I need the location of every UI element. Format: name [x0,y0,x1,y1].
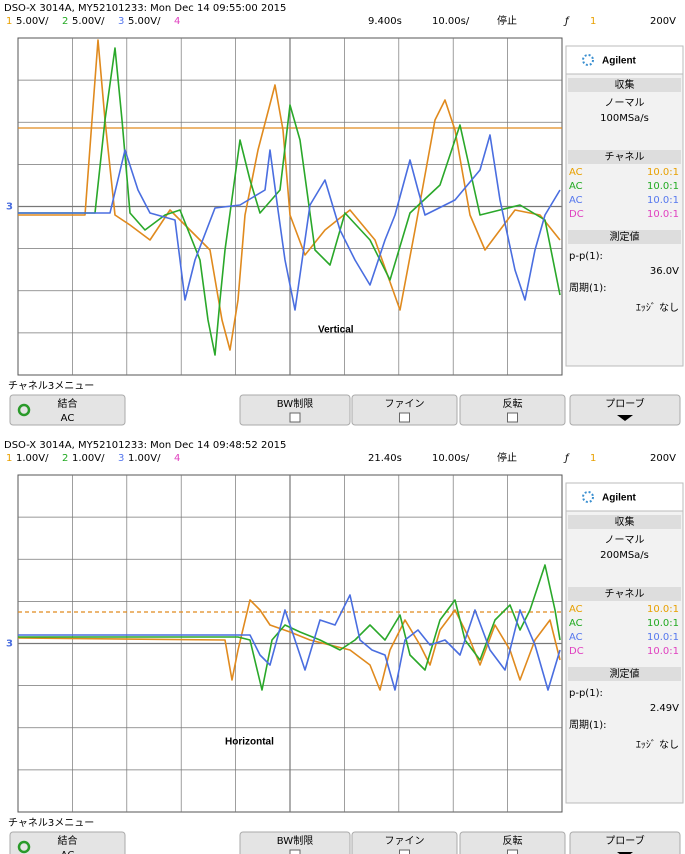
channel-probe: 10.0:1 [647,632,679,643]
softkey-checkbox[interactable] [508,413,518,422]
ground-marker: 3 [6,202,13,213]
channel-coupling: AC [569,167,583,178]
screen-title: DSO-X 3014A, MY52101233: Mon Dec 14 09:5… [4,3,286,14]
waveform-label: Horizontal [225,737,274,748]
channel-scale: 1.00V/ [72,453,105,464]
channel-probe: 10.0:1 [647,209,679,220]
channel-number: 2 [62,453,68,464]
channel-coupling: AC [569,195,583,206]
softkey-value[interactable]: AC [61,413,75,424]
channel-probe: 10.0:1 [647,181,679,192]
channel-coupling: AC [569,618,583,629]
trigger-level: 200V [650,16,676,27]
trigger-icon: ƒ [563,16,570,27]
side-panel [566,46,683,366]
trigger-icon: ƒ [563,453,570,464]
channel-coupling: DC [569,209,584,220]
measurement-value: 36.0V [650,266,679,277]
channel-probe: 10.0:1 [647,195,679,206]
timebase: 10.00s/ [432,453,470,464]
timebase: 10.00s/ [432,16,470,27]
channel-number: 4 [174,453,180,464]
oscilloscope-screen: DSO-X 3014A, MY52101233: Mon Dec 14 09:5… [4,3,683,425]
softkey-checkbox[interactable] [290,850,300,854]
delay: 21.40s [368,453,402,464]
softkey-label[interactable]: プローブ [605,834,644,847]
run-status: 停止 [497,451,517,464]
channel-scale: 5.00V/ [72,16,105,27]
channel-probe: 10.0:1 [647,618,679,629]
measurement-value: ｴｯｼﾞ なし [636,739,679,751]
run-status: 停止 [497,14,517,27]
section-title: 測定値 [610,230,640,243]
softkey-value[interactable]: AC [61,850,75,854]
channel-scale: 5.00V/ [16,16,49,27]
softkey-label[interactable]: ファイン [385,836,425,847]
section-title: チャネル [605,588,645,600]
channel-number: 3 [118,16,124,27]
softkey-checkbox[interactable] [508,850,518,854]
softkey-label[interactable]: 結合 [58,397,78,410]
menu-title: チャネル3メニュー [8,817,94,829]
acq-rate: 200MSa/s [600,550,649,561]
channel-coupling: AC [569,632,583,643]
channel-scale: 1.00V/ [128,453,161,464]
trigger-source: 1 [590,453,596,464]
channel-number: 1 [6,453,12,464]
oscilloscope-screen: DSO-X 3014A, MY52101233: Mon Dec 14 09:4… [4,440,683,854]
softkey-checkbox[interactable] [290,413,300,422]
channel-probe: 10.0:1 [647,604,679,615]
softkey-label[interactable]: BW制限 [277,834,313,847]
brand: Agilent [602,493,637,504]
channel-number: 1 [6,16,12,27]
waveform-label: Vertical [318,325,354,336]
channel-coupling: DC [569,646,584,657]
screen-title: DSO-X 3014A, MY52101233: Mon Dec 14 09:4… [4,440,286,451]
menu-title: チャネル3メニュー [8,380,94,392]
side-panel [566,483,683,803]
softkey-checkbox[interactable] [400,850,410,854]
acq-rate: 100MSa/s [600,113,649,124]
brand: Agilent [602,56,637,67]
ground-marker: 3 [6,639,13,650]
softkey-checkbox[interactable] [400,413,410,422]
measurement-name: 周期(1): [569,719,607,731]
trigger-level: 200V [650,453,676,464]
acq-mode: ノーマル [605,535,645,546]
channel-scale: 5.00V/ [128,16,161,27]
softkey-label[interactable]: ファイン [385,399,425,410]
trigger-source: 1 [590,16,596,27]
softkey-label[interactable]: 反転 [503,398,523,410]
measurement-name: 周期(1): [569,282,607,294]
measurement-name: p-p(1): [569,688,603,699]
channel-number: 3 [118,453,124,464]
section-title: 測定値 [610,667,640,680]
softkey-label[interactable]: 結合 [58,834,78,847]
channel-probe: 10.0:1 [647,646,679,657]
softkey-label[interactable]: BW制限 [277,397,313,410]
channel-scale: 1.00V/ [16,453,49,464]
screenshot: DSO-X 3014A, MY52101233: Mon Dec 14 09:5… [0,0,685,854]
section-title: チャネル [605,151,645,163]
section-title: 収集 [615,78,635,91]
softkey-label[interactable]: 反転 [503,835,523,847]
measurement-name: p-p(1): [569,251,603,262]
delay: 9.400s [368,16,402,27]
acq-mode: ノーマル [605,98,645,109]
channel-number: 4 [174,16,180,27]
page: DSO-X 3014A, MY52101233: Mon Dec 14 09:5… [0,0,685,854]
channel-coupling: AC [569,181,583,192]
channel-probe: 10.0:1 [647,167,679,178]
channel-number: 2 [62,16,68,27]
channel-coupling: AC [569,604,583,615]
softkey-label[interactable]: プローブ [605,397,644,410]
measurement-value: 2.49V [650,703,679,714]
section-title: 収集 [615,515,635,528]
measurement-value: ｴｯｼﾞ なし [636,302,679,314]
